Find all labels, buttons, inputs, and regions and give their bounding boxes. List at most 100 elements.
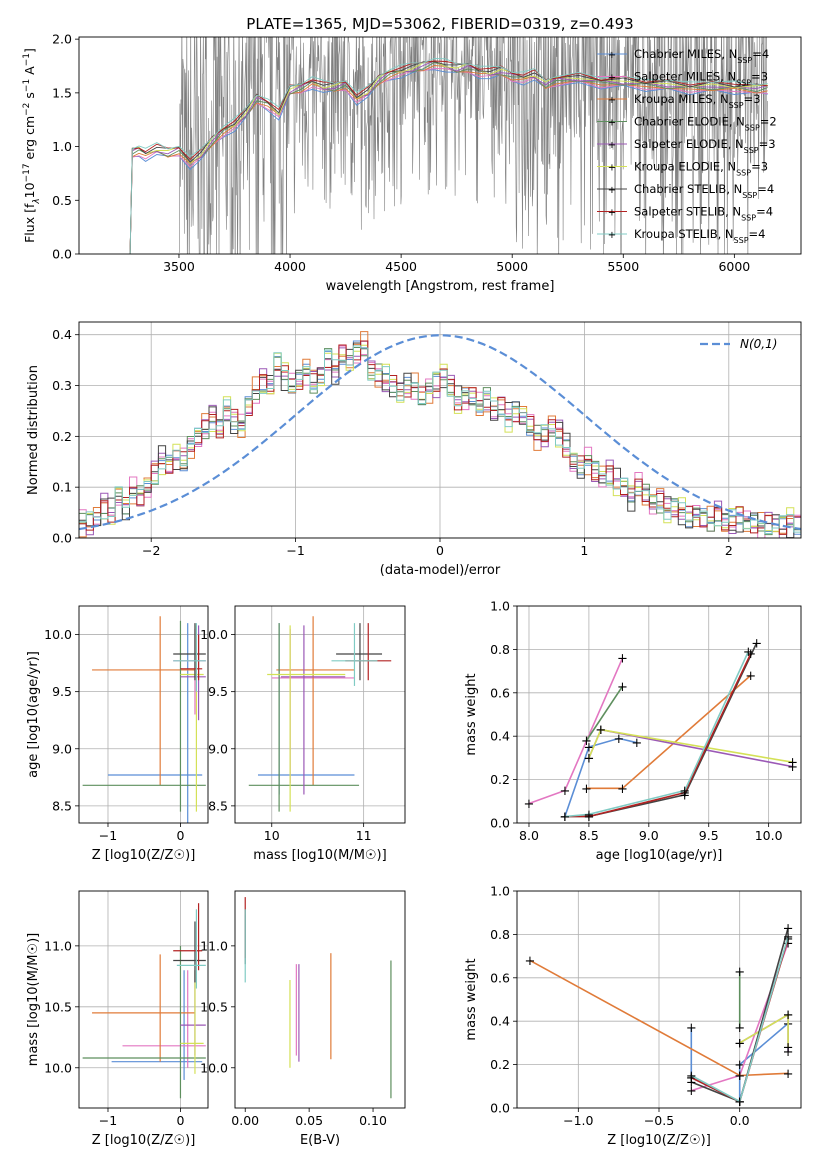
y-tick-label: 10.0 bbox=[44, 627, 72, 642]
mass-weight-line-0 bbox=[564, 737, 637, 817]
data-point-marker: + bbox=[686, 1069, 697, 1084]
x-axis-label: mass [log10(M/M☉)] bbox=[253, 848, 386, 863]
y-tick-label: 2.0 bbox=[52, 32, 72, 47]
data-point-marker: + bbox=[631, 736, 642, 751]
errorbar-point bbox=[180, 634, 203, 681]
data-point-marker: + bbox=[783, 1041, 794, 1056]
x-axis-label: wavelength [Angstrom, rest frame] bbox=[326, 279, 555, 294]
mass-weight-line-1 bbox=[528, 657, 624, 805]
legend-entry: Chabrier STELIB, NSSP=4 bbox=[634, 182, 774, 200]
data-point-marker: + bbox=[783, 1045, 794, 1060]
errorbar-point bbox=[173, 903, 203, 971]
x-tick-label: 0 bbox=[176, 1113, 184, 1128]
model-line-5 bbox=[129, 60, 768, 254]
legend-entry: Kroupa ELODIE, NSSP=3 bbox=[634, 160, 768, 178]
data-point-marker: + bbox=[686, 1075, 697, 1090]
y-axis-label: age [log10(age/yr)] bbox=[26, 651, 41, 778]
data-point-marker: + bbox=[595, 723, 606, 738]
y-tick-label: 1.0 bbox=[52, 139, 72, 154]
mass-weight-line-2 bbox=[586, 674, 752, 790]
data-point-marker: + bbox=[734, 1069, 745, 1084]
data-point-marker: + bbox=[686, 1084, 697, 1099]
errorbar-point bbox=[173, 623, 206, 692]
x-axis-label: E(B-V) bbox=[300, 1133, 340, 1148]
x-tick-label: 0.05 bbox=[295, 1113, 323, 1128]
y-axis-label: Flux [fλ10−17 erg cm−2 s−1 A−1] bbox=[22, 48, 42, 243]
x-tick-label: −2 bbox=[142, 543, 160, 558]
legend-entry: Kroupa STELIB, NSSP=4 bbox=[634, 227, 766, 245]
x-axis-label: age [log10(age/yr)] bbox=[596, 848, 723, 863]
y-tick-label: 0.3 bbox=[52, 378, 72, 393]
x-tick-label: 11 bbox=[356, 828, 372, 843]
model-line-3 bbox=[129, 61, 768, 254]
data-point-marker: + bbox=[583, 810, 594, 825]
data-point-marker: + bbox=[617, 652, 628, 667]
x-tick-label: −1 bbox=[99, 828, 117, 843]
data-point-marker: + bbox=[734, 1021, 745, 1036]
data-point-marker: + bbox=[745, 669, 756, 684]
y-tick-label: 0.0 bbox=[490, 1101, 510, 1116]
y-tick-label: 9.5 bbox=[52, 684, 72, 699]
data-point-marker: + bbox=[559, 810, 570, 825]
legend-entry: Chabrier ELODIE, NSSP=2 bbox=[634, 115, 777, 133]
plot-area: ++++++++++ ++++++++++++++++++ bbox=[517, 891, 801, 1108]
errorbar-point bbox=[267, 625, 346, 812]
legend-marker: + bbox=[608, 140, 616, 151]
y-tick-label: 0.2 bbox=[490, 1057, 510, 1072]
histogram-8 bbox=[79, 345, 801, 538]
data-point-marker: + bbox=[745, 647, 756, 662]
x-axis-label: Z [log10(Z/Z☉)] bbox=[92, 1133, 196, 1148]
plot-area bbox=[79, 322, 801, 538]
legend-marker: + bbox=[608, 163, 616, 174]
x-tick-label: −0.5 bbox=[644, 1113, 674, 1128]
plot-area bbox=[244, 897, 392, 1099]
errorbar-point bbox=[82, 620, 206, 812]
axes-frame bbox=[78, 890, 209, 1109]
x-tick-label: 10 bbox=[264, 828, 280, 843]
model-line-0 bbox=[129, 69, 768, 254]
x-tick-label: 3500 bbox=[163, 259, 195, 274]
y-tick-label: 10.5 bbox=[200, 999, 228, 1014]
legend-entry: Salpeter MILES, NSSP=3 bbox=[634, 70, 768, 88]
y-tick-label: 1.0 bbox=[490, 884, 510, 899]
x-tick-label: 0 bbox=[436, 543, 444, 558]
x-tick-label: 9.0 bbox=[639, 828, 659, 843]
y-tick-label: 11.0 bbox=[200, 938, 228, 953]
data-point-marker: + bbox=[787, 760, 798, 775]
data-point-marker: + bbox=[734, 1069, 745, 1084]
data-point-marker: + bbox=[581, 734, 592, 749]
legend-marker: + bbox=[608, 73, 616, 84]
x-tick-label: 5000 bbox=[496, 259, 528, 274]
data-point-marker: + bbox=[787, 756, 798, 771]
model-line-8 bbox=[129, 57, 768, 254]
spectrum-data-line bbox=[178, 37, 768, 254]
mass-weight-line-5 bbox=[588, 728, 793, 763]
data-point-marker: + bbox=[686, 1071, 697, 1086]
panel-mass-weight-vs-age: +++ +++++ +++++++++++ ++++ ++++ +++ 8.0 8.5 9.0 9… bbox=[464, 599, 802, 863]
x-tick-label: 8.5 bbox=[579, 828, 599, 843]
data-point-marker: + bbox=[617, 782, 628, 797]
data-point-marker: + bbox=[783, 921, 794, 936]
data-point-marker: + bbox=[679, 786, 690, 801]
panel-spectrum: 3500 4000 4500 5000 5500 6000 0.0 0.5 1.0 1.5 2.0 w… bbox=[22, 32, 802, 294]
data-point-marker: + bbox=[524, 954, 535, 969]
y-tick-label: 0.4 bbox=[490, 729, 510, 744]
data-point-marker: + bbox=[751, 636, 762, 651]
errorbar-point bbox=[107, 623, 203, 823]
data-point-marker: + bbox=[617, 680, 628, 695]
data-point-marker: + bbox=[581, 782, 592, 797]
data-point-marker: + bbox=[783, 937, 794, 952]
y-tick-label: 0.6 bbox=[490, 970, 510, 985]
axes-frame bbox=[234, 605, 406, 824]
data-point-marker: + bbox=[559, 784, 570, 799]
y-axis-label: mass [log10(M/M☉)] bbox=[26, 933, 41, 1066]
errorbar-point bbox=[257, 623, 355, 795]
x-tick-label: 10.0 bbox=[755, 828, 783, 843]
y-tick-label: 10.0 bbox=[44, 1060, 72, 1075]
axes-frame bbox=[78, 605, 209, 824]
axes-frame bbox=[516, 890, 802, 1109]
y-tick-label: 8.5 bbox=[208, 798, 228, 813]
panel-age-vs-mass: 10 11 8.5 9.0 9.5 10.0 mass [log10(M/M☉)] bbox=[200, 605, 406, 863]
legend-entry: Chabrier MILES, NSSP=4 bbox=[634, 47, 769, 65]
x-tick-label: 0.00 bbox=[231, 1113, 259, 1128]
